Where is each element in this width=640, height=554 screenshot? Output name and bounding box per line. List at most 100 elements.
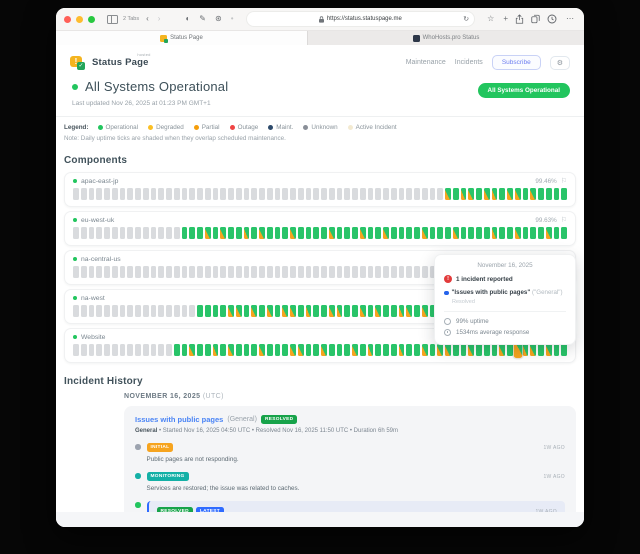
refresh-icon[interactable]: ↻ [463,16,470,23]
uptime-tick[interactable] [142,227,149,239]
uptime-tick[interactable] [437,227,443,239]
uptime-tick[interactable] [282,266,288,278]
uptime-tick[interactable] [150,227,157,239]
uptime-tick[interactable] [220,188,226,200]
uptime-tick[interactable] [173,305,180,317]
uptime-tick[interactable] [561,227,567,239]
uptime-tick[interactable] [266,266,273,278]
uptime-tick[interactable] [127,227,133,239]
uptime-tick[interactable] [290,188,296,200]
uptime-tick[interactable] [344,305,350,317]
uptime-tick[interactable] [150,266,157,278]
uptime-tick[interactable] [321,266,327,278]
uptime-tick[interactable] [282,188,288,200]
uptime-tick[interactable] [344,344,350,356]
uptime-tick[interactable] [243,227,250,239]
uptime-tick[interactable] [96,344,102,356]
uptime-tick[interactable] [228,266,234,278]
uptime-tick[interactable] [235,305,242,317]
pen-icon[interactable]: ✎ [199,14,206,23]
uptime-tick[interactable] [228,227,234,239]
subscribe-button[interactable]: Subscribe [491,55,541,70]
uptime-tick[interactable] [228,305,234,317]
uptime-tick[interactable] [181,227,188,239]
uptime-tick[interactable] [274,188,281,200]
uptime-tick[interactable] [189,344,195,356]
uptime-tick[interactable] [80,344,87,356]
uptime-ticks[interactable] [73,341,567,359]
uptime-tick[interactable] [73,227,79,239]
uptime-tick[interactable] [406,227,412,239]
uptime-tick[interactable] [429,227,436,239]
uptime-tick[interactable] [135,266,141,278]
uptime-tick[interactable] [297,188,304,200]
uptime-tick[interactable] [406,188,412,200]
uptime-tick[interactable] [445,227,451,239]
uptime-tick[interactable] [445,188,451,200]
uptime-tick[interactable] [243,266,250,278]
uptime-tick[interactable] [88,188,95,200]
uptime-tick[interactable] [483,188,490,200]
close-window-button[interactable] [64,15,71,23]
uptime-tick[interactable] [336,266,343,278]
uptime-tick[interactable] [282,344,288,356]
uptime-tick[interactable] [375,305,381,317]
uptime-tick[interactable] [73,188,79,200]
uptime-tick[interactable] [530,227,536,239]
uptime-tick[interactable] [499,188,505,200]
uptime-tick[interactable] [181,266,188,278]
uptime-tick[interactable] [104,227,110,239]
uptime-tick[interactable] [328,344,335,356]
uptime-tick[interactable] [197,305,203,317]
uptime-tick[interactable] [406,305,412,317]
uptime-tick[interactable] [119,188,126,200]
uptime-tick[interactable] [321,188,327,200]
uptime-tick[interactable] [313,305,319,317]
uptime-tick[interactable] [266,188,273,200]
uptime-tick[interactable] [80,305,87,317]
reader-mode-icon[interactable]: ◐ [185,14,191,23]
extension-dot-icon[interactable]: • [230,14,234,23]
uptime-tick[interactable] [297,266,304,278]
uptime-tick[interactable] [251,344,257,356]
uptime-tick[interactable] [189,227,195,239]
uptime-tick[interactable] [328,305,335,317]
uptime-tick[interactable] [328,227,335,239]
uptime-tick[interactable] [243,305,250,317]
uptime-tick[interactable] [468,227,474,239]
uptime-tick[interactable] [468,188,474,200]
uptime-tick[interactable] [259,266,265,278]
uptime-tick[interactable] [336,188,343,200]
uptime-tick[interactable] [344,227,350,239]
uptime-tick[interactable] [135,227,141,239]
uptime-tick[interactable] [111,266,118,278]
uptime-tick[interactable] [398,305,405,317]
uptime-tick[interactable] [313,344,319,356]
sidebar-toggle-icon[interactable] [107,14,118,24]
uptime-tick[interactable] [421,344,428,356]
uptime-tick[interactable] [328,266,335,278]
uptime-tick[interactable] [344,188,350,200]
uptime-tick[interactable] [553,227,560,239]
uptime-tick[interactable] [80,227,87,239]
uptime-tick[interactable] [414,305,420,317]
uptime-tick[interactable] [507,344,513,356]
uptime-tick[interactable] [274,227,281,239]
uptime-tick[interactable] [483,227,490,239]
uptime-tick[interactable] [468,344,474,356]
uptime-tick[interactable] [251,227,257,239]
uptime-tick[interactable] [553,344,560,356]
uptime-tick[interactable] [181,305,188,317]
uptime-tick[interactable] [561,344,567,356]
uptime-tick[interactable] [127,188,133,200]
uptime-tick[interactable] [398,344,405,356]
uptime-tick[interactable] [429,344,436,356]
uptime-tick[interactable] [282,305,288,317]
uptime-tick[interactable] [421,227,428,239]
uptime-tick[interactable] [375,188,381,200]
uptime-tick[interactable] [313,188,319,200]
uptime-tick[interactable] [383,188,389,200]
uptime-tick[interactable] [514,188,521,200]
uptime-tick[interactable] [336,305,343,317]
uptime-tick[interactable] [375,227,381,239]
